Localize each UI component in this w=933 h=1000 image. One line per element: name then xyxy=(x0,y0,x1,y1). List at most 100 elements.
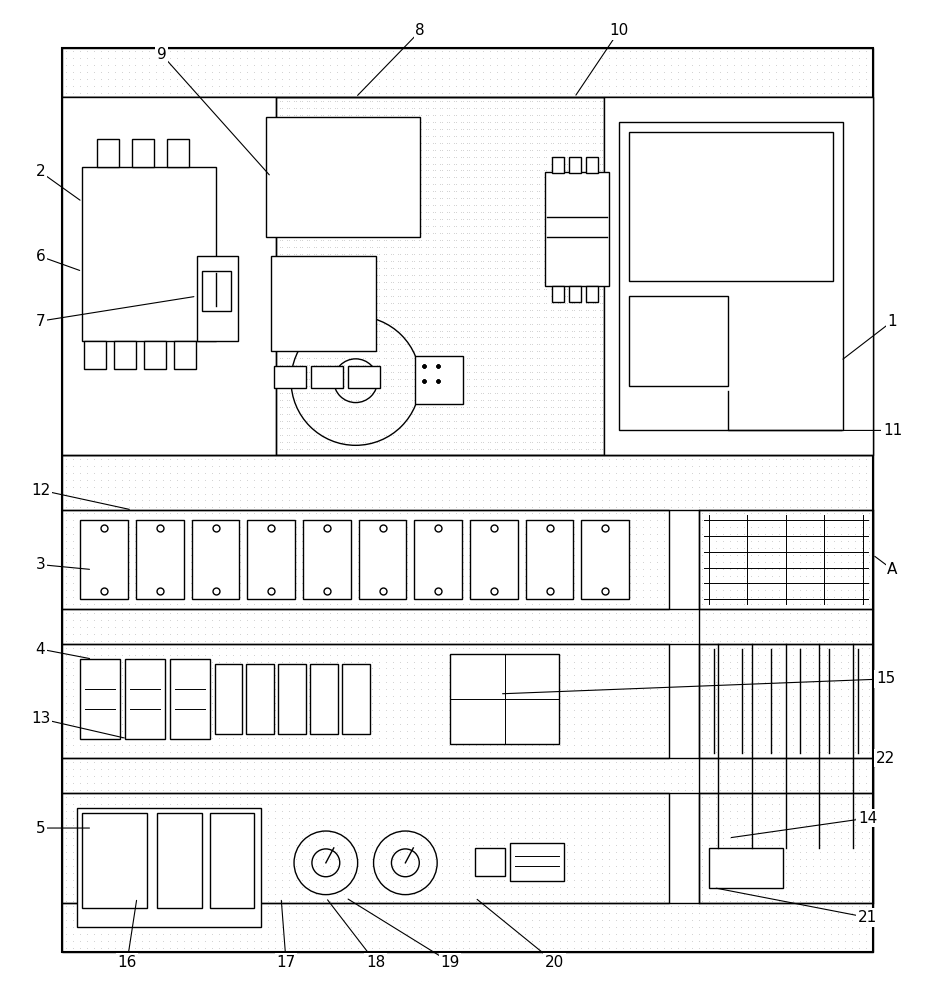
Point xyxy=(232,695,247,711)
Point xyxy=(128,688,143,704)
Point xyxy=(504,288,519,304)
Point xyxy=(425,378,440,394)
Point xyxy=(184,547,199,563)
Point xyxy=(371,830,386,846)
Point xyxy=(204,640,219,656)
Point xyxy=(73,197,88,213)
Point xyxy=(615,893,630,909)
Point xyxy=(650,246,665,262)
Point xyxy=(100,472,115,488)
Point xyxy=(448,57,463,73)
Point xyxy=(803,465,818,481)
Point xyxy=(460,309,475,325)
Point xyxy=(518,50,533,66)
Point xyxy=(385,709,400,725)
Point xyxy=(761,274,776,290)
Point xyxy=(467,162,482,178)
Point xyxy=(736,547,751,563)
Point xyxy=(93,472,108,488)
Point xyxy=(93,605,108,621)
Point xyxy=(383,302,398,318)
Point xyxy=(327,197,342,213)
Point xyxy=(460,232,475,248)
Point xyxy=(518,647,533,663)
Point xyxy=(810,486,825,502)
Point xyxy=(357,371,372,387)
Point xyxy=(100,204,115,220)
Point xyxy=(538,399,553,415)
Point xyxy=(546,253,561,269)
Point xyxy=(434,399,449,415)
Point xyxy=(407,568,422,584)
Point xyxy=(385,879,400,895)
Point xyxy=(329,427,344,443)
Point xyxy=(536,128,551,144)
Point xyxy=(385,810,400,826)
Point xyxy=(288,596,303,612)
Point xyxy=(792,737,807,753)
Point xyxy=(418,288,433,304)
Point xyxy=(691,71,706,87)
Point xyxy=(302,526,317,542)
Point xyxy=(226,830,241,846)
Point xyxy=(411,343,426,359)
Point xyxy=(650,744,665,760)
Point xyxy=(142,479,157,495)
Point xyxy=(733,626,748,642)
Point xyxy=(488,385,503,401)
Point xyxy=(462,851,477,867)
Point xyxy=(281,71,296,87)
Point xyxy=(608,737,623,753)
Bar xyxy=(629,132,833,281)
Point xyxy=(302,547,317,563)
Point xyxy=(73,626,88,642)
Point xyxy=(747,156,762,172)
Point xyxy=(622,378,637,394)
Point xyxy=(385,336,400,352)
Point xyxy=(601,796,616,812)
Point xyxy=(107,898,122,914)
Point xyxy=(385,57,400,73)
Point xyxy=(149,872,164,888)
Point xyxy=(59,803,74,819)
Point xyxy=(852,204,867,220)
Point xyxy=(810,100,825,116)
Point xyxy=(407,789,422,805)
Point xyxy=(135,364,150,380)
Point xyxy=(226,681,241,697)
Point xyxy=(357,486,372,502)
Point xyxy=(858,905,873,921)
Point xyxy=(685,413,700,429)
Point xyxy=(592,329,607,345)
Point xyxy=(608,533,623,549)
Point xyxy=(608,472,623,488)
Point xyxy=(594,512,609,528)
Point xyxy=(393,633,408,649)
Point xyxy=(371,526,386,542)
Point xyxy=(93,519,108,535)
Point xyxy=(587,775,602,791)
Point xyxy=(508,204,523,220)
Point xyxy=(357,399,372,415)
Point xyxy=(121,329,136,345)
Point xyxy=(427,211,442,227)
Point xyxy=(580,893,595,909)
Point xyxy=(462,858,477,874)
Point xyxy=(782,43,797,59)
Point xyxy=(476,85,491,101)
Point xyxy=(198,547,213,563)
Point xyxy=(778,858,793,874)
Point xyxy=(544,420,559,436)
Point xyxy=(643,547,658,563)
Point xyxy=(307,232,322,248)
Point xyxy=(73,100,88,116)
Point xyxy=(198,329,213,345)
Point xyxy=(476,93,491,109)
Point xyxy=(504,640,519,656)
Point xyxy=(622,85,637,101)
Point xyxy=(524,830,539,846)
Point xyxy=(796,357,811,373)
Point xyxy=(393,830,408,846)
Point xyxy=(827,709,842,725)
Point xyxy=(313,371,328,387)
